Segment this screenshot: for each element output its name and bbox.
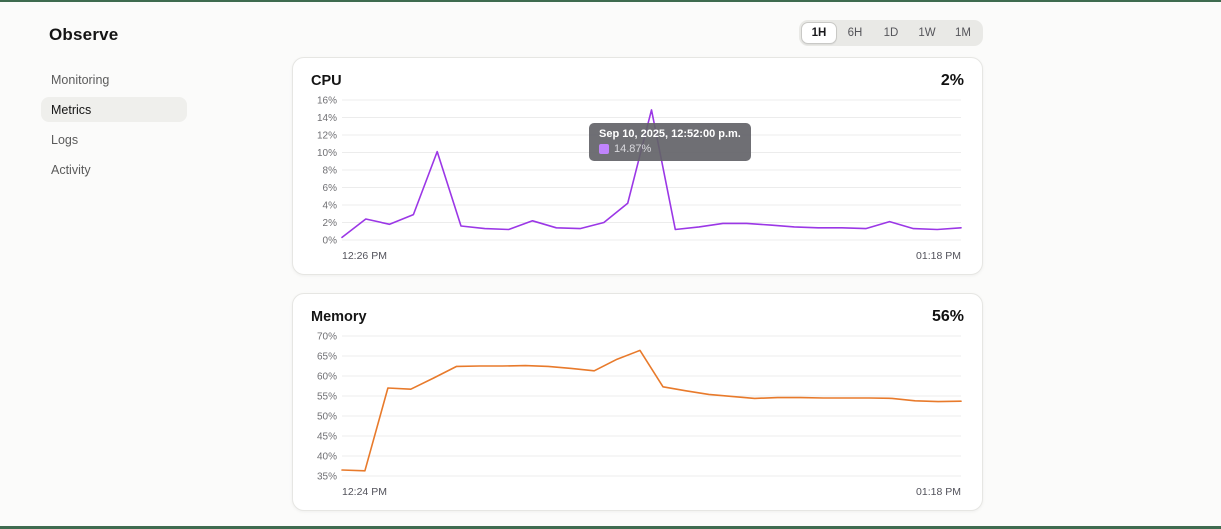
y-tick-label: 55% — [317, 392, 337, 403]
memory-card-title: Memory — [311, 309, 367, 325]
chart-tooltip: Sep 10, 2025, 12:52:00 p.m. 14.87% — [589, 123, 751, 161]
tooltip-series-swatch — [599, 144, 609, 154]
y-tick-label: 65% — [317, 352, 337, 363]
y-tick-label: 70% — [317, 332, 337, 343]
cpu-chart[interactable]: 16% 14% 12% 10% 8% 6% 4% 2% 0% — [311, 94, 966, 247]
cpu-card-header: CPU 2% — [311, 72, 964, 90]
cpu-line — [341, 109, 962, 239]
time-range-1m[interactable]: 1M — [955, 27, 971, 39]
cpu-card: CPU 2% 16% 14% 12% 10% 8% 6% 4% 2% 0% 12:26 PM 0… — [292, 57, 983, 275]
memory-card-header: Memory 56% — [311, 308, 964, 326]
sidebar-item-logs[interactable]: Logs — [51, 132, 79, 147]
sidebar-nav: Monitoring Metrics Logs Activity — [41, 67, 187, 182]
y-tick-label: 16% — [317, 96, 337, 107]
time-range-6h[interactable]: 6H — [847, 27, 863, 39]
tooltip-timestamp: Sep 10, 2025, 12:52:00 p.m. — [599, 128, 741, 140]
time-range-selector: 1H 6H 1D 1W 1M — [799, 20, 983, 46]
y-tick-label: 4% — [323, 201, 338, 212]
page-title: Observe — [49, 25, 119, 44]
sidebar-item-activity[interactable]: Activity — [51, 162, 91, 177]
y-tick-label: 40% — [317, 452, 337, 463]
y-tick-label: 35% — [317, 472, 337, 483]
time-range-row: 1H 6H 1D 1W 1M — [292, 20, 983, 46]
memory-chart[interactable]: 70% 65% 60% 55% 50% 45% 40% 35% — [311, 330, 966, 483]
time-range-1h[interactable]: 1H — [801, 22, 837, 44]
cpu-card-title: CPU — [311, 73, 342, 89]
sidebar-item-monitoring[interactable]: Monitoring — [51, 72, 110, 87]
time-range-1d[interactable]: 1D — [883, 27, 899, 39]
sidebar: Observe Monitoring Metrics Logs Activity — [0, 0, 292, 529]
memory-card: Memory 56% 70% 65% 60% 55% 50% 45% 40% 35% 12:2… — [292, 293, 983, 511]
sidebar-item-metrics[interactable]: Metrics — [41, 97, 187, 122]
memory-line — [341, 349, 962, 472]
cpu-x-end-label: 01:18 PM — [916, 250, 961, 262]
memory-current-value: 56% — [931, 308, 964, 325]
y-tick-label: 0% — [323, 236, 338, 247]
memory-x-end-label: 01:18 PM — [916, 486, 961, 498]
y-tick-label: 50% — [317, 412, 337, 423]
memory-x-start-label: 12:24 PM — [342, 486, 387, 498]
cpu-x-start-label: 12:26 PM — [342, 250, 387, 262]
y-tick-label: 8% — [323, 166, 338, 177]
top-accent-bar — [0, 0, 1221, 2]
cpu-x-axis-labels: 12:26 PM 01:18 PM — [342, 250, 961, 262]
y-tick-label: 14% — [317, 113, 337, 124]
y-tick-label: 2% — [323, 218, 338, 229]
y-tick-label: 10% — [317, 148, 337, 159]
y-tick-label: 60% — [317, 372, 337, 383]
time-range-1w[interactable]: 1W — [918, 27, 936, 39]
tooltip-series-value: 14.87% — [614, 143, 652, 155]
tooltip-series-row: 14.87% — [599, 143, 741, 155]
memory-x-axis-labels: 12:24 PM 01:18 PM — [342, 486, 961, 498]
main-content: 1H 6H 1D 1W 1M CPU 2% 16% 14% 12% 10% 8% 6% 4%… — [292, 0, 983, 529]
y-tick-label: 6% — [323, 183, 338, 194]
cpu-current-value: 2% — [940, 72, 964, 89]
y-tick-label: 12% — [317, 131, 337, 142]
y-tick-label: 45% — [317, 432, 337, 443]
bottom-accent-bar — [0, 526, 1221, 529]
